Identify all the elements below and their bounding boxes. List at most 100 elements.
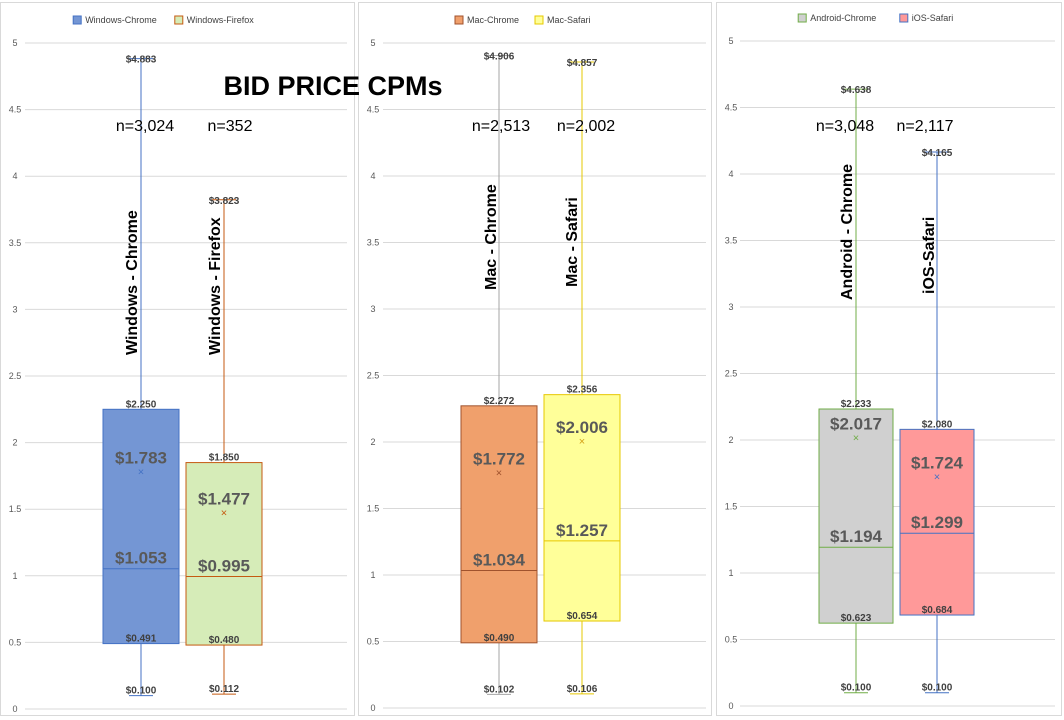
mean-marker: × <box>496 467 502 479</box>
chart-title: BID PRICE CPMs <box>223 71 442 101</box>
series-label: Windows - Chrome <box>124 210 141 355</box>
mean-label: $2.017 <box>830 415 882 434</box>
max-label: $4.165 <box>922 148 953 159</box>
legend-swatch <box>174 15 184 25</box>
iqr-box <box>899 428 975 616</box>
series-label: iOS-Safari <box>921 217 938 294</box>
legend-swatch <box>797 13 807 23</box>
sample-count: n=2,117 <box>896 118 953 135</box>
mean-marker: × <box>934 472 940 484</box>
y-tick-label: 4.5 <box>9 105 22 115</box>
legend-entry: Windows-Chrome <box>85 15 157 25</box>
sample-count: n=3,024 <box>116 118 174 135</box>
legend-swatch <box>899 13 909 23</box>
legend-swatch <box>72 15 82 25</box>
mean-marker: × <box>853 433 859 445</box>
min-label: $0.106 <box>567 684 598 695</box>
sample-count: n=3,048 <box>816 118 874 135</box>
mean-label: $2.006 <box>556 418 608 437</box>
box-windows-chrome: × $4.883 $2.250 $0.491 $0.100 $1.783 $1.053 n=3… <box>102 55 180 697</box>
y-tick-label: 0.5 <box>367 637 380 647</box>
box-android-chrome: × $4.638 $2.233 $0.623 $0.100 $2.017 $1.194 n=3… <box>816 85 894 694</box>
legend-entry: Android-Chrome <box>810 13 876 23</box>
legend-entry: Mac-Safari <box>547 15 591 25</box>
q1-label: $0.623 <box>841 613 872 624</box>
y-tick-label: 4 <box>370 171 375 181</box>
y-tick-label: 3 <box>728 302 733 312</box>
y-tick-label: 2 <box>370 437 375 447</box>
y-tick-label: 3.5 <box>367 238 380 248</box>
q3-label: $2.356 <box>567 385 598 396</box>
y-tick-label: 3.5 <box>9 238 22 248</box>
box-mac-chrome: × $4.906 $2.272 $0.490 $0.102 $1.772 $1.034 n=2… <box>460 52 538 695</box>
y-tick-label: 5 <box>370 38 375 48</box>
max-label: $4.906 <box>484 52 515 63</box>
q1-label: $0.490 <box>484 633 515 644</box>
mean-label: $1.477 <box>198 489 250 508</box>
box-windows-firefox: × $3.823 $1.850 $0.480 $0.112 $1.477 $0.995 n=3… <box>185 118 263 695</box>
y-tick-label: 0.5 <box>725 635 738 645</box>
y-tick-label: 0 <box>370 703 375 713</box>
iqr-box <box>460 405 538 644</box>
iqr-box <box>185 462 263 646</box>
legend-swatch <box>534 15 544 25</box>
max-label: $4.857 <box>567 58 598 69</box>
y-tick-label: 4.5 <box>725 103 738 113</box>
y-tick-label: 2.5 <box>725 369 738 379</box>
chart-panel-2: 0 0.5 1 1.5 2 2.5 3 3.5 4 4.5 5 Mac-Chrome Mac-Safar… <box>358 2 712 716</box>
max-label: $3.823 <box>209 196 240 207</box>
y-tick-label: 0 <box>12 704 17 714</box>
y-tick-label: 2 <box>728 435 733 445</box>
min-label: $0.102 <box>484 684 515 695</box>
max-label: $4.638 <box>841 85 872 96</box>
y-tick-label: 3 <box>12 304 17 314</box>
chart-panel-3: 0 0.5 1 1.5 2 2.5 3 3.5 4 4.5 5 Android-Chrome iOS-S… <box>716 2 1062 716</box>
min-label: $0.100 <box>126 686 157 697</box>
median-label: $1.053 <box>115 549 167 568</box>
median-label: $1.257 <box>556 521 608 540</box>
legend-entry: iOS-Safari <box>912 13 954 23</box>
q1-label: $0.491 <box>126 634 157 645</box>
series-label: Windows - Firefox <box>207 217 224 355</box>
q3-label: $2.272 <box>484 396 515 407</box>
iqr-box <box>818 408 894 624</box>
mean-label: $1.783 <box>115 449 167 468</box>
y-tick-label: 2.5 <box>9 371 22 381</box>
q1-label: $0.480 <box>209 635 240 646</box>
y-tick-label: 0.5 <box>9 637 22 647</box>
y-tick-label: 1.5 <box>367 504 380 514</box>
box-ios-safari: × $4.165 $2.080 $0.684 $0.100 $1.724 $1.299 n=2… <box>896 118 975 694</box>
series-label: Mac - Safari <box>564 197 581 287</box>
q3-label: $2.080 <box>922 419 953 430</box>
box-mac-safari: × $4.857 $2.356 $0.654 $0.106 $2.006 $1.257 n=2… <box>543 58 621 695</box>
min-label: $0.100 <box>841 683 872 694</box>
mean-marker: × <box>221 507 227 519</box>
iqr-box <box>543 394 621 622</box>
y-tick-label: 2 <box>12 438 17 448</box>
y-tick-label: 5 <box>728 36 733 46</box>
q1-label: $0.684 <box>922 605 953 616</box>
series-label: Mac - Chrome <box>483 184 500 290</box>
y-tick-label: 3 <box>370 304 375 314</box>
y-tick-label: 1.5 <box>725 502 738 512</box>
sample-count: n=352 <box>208 118 253 135</box>
median-label: $0.995 <box>198 556 250 575</box>
y-tick-label: 1 <box>12 571 17 581</box>
mean-marker: × <box>579 436 585 448</box>
y-tick-label: 1 <box>728 568 733 578</box>
mean-label: $1.772 <box>473 449 525 468</box>
y-tick-label: 0 <box>728 701 733 711</box>
series-label: Android - Chrome <box>839 164 856 300</box>
legend-entry: Windows-Firefox <box>187 15 255 25</box>
mean-marker: × <box>138 467 144 479</box>
legend-entry: Mac-Chrome <box>467 15 519 25</box>
median-label: $1.194 <box>830 527 883 546</box>
legend-swatch <box>454 15 464 25</box>
y-tick-label: 4.5 <box>367 105 380 115</box>
y-tick-label: 4 <box>12 171 17 181</box>
q1-label: $0.654 <box>567 611 598 622</box>
min-label: $0.100 <box>922 683 953 694</box>
chart-panel-1: 0 0.5 1 1.5 2 2.5 3 3.5 4 4.5 5 Windows-Chrome Windo… <box>0 2 355 716</box>
max-label: $4.883 <box>126 55 157 66</box>
